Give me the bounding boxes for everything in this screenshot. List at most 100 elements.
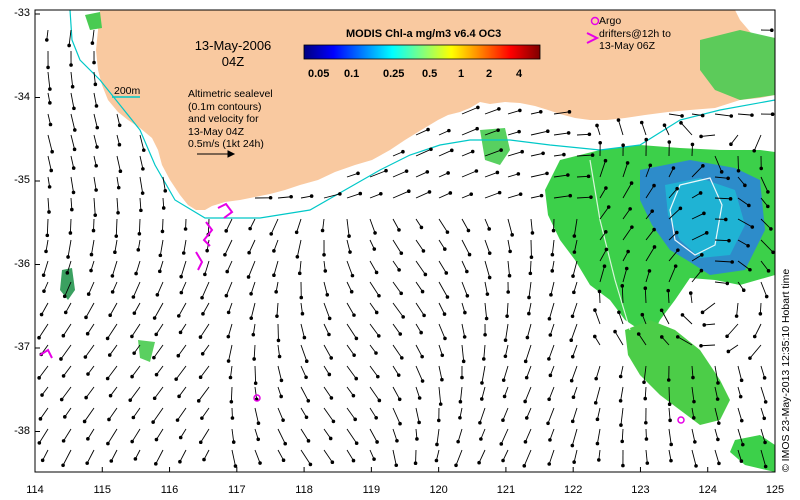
velocity-arrow xyxy=(392,218,400,231)
velocity-arrow xyxy=(346,344,355,356)
velocity-arrow xyxy=(644,386,647,399)
velocity-arrow xyxy=(438,260,447,274)
velocity-arrow-head xyxy=(595,123,599,128)
velocity-arrow xyxy=(760,428,766,443)
velocity-arrow xyxy=(643,365,647,383)
velocity-arrow xyxy=(526,365,532,378)
velocity-arrow xyxy=(198,386,210,402)
drifter-marker-1 xyxy=(253,394,261,402)
velocity-arrow-head xyxy=(90,41,95,45)
velocity-arrow-head xyxy=(158,269,162,274)
velocity-arrow-head xyxy=(61,463,65,468)
velocity-arrow xyxy=(201,281,210,298)
velocity-arrow xyxy=(645,270,650,283)
velocity-arrow xyxy=(737,218,753,228)
velocity-arrow xyxy=(728,344,739,352)
velocity-arrow-head xyxy=(460,375,464,380)
argo-legend-chevron xyxy=(586,32,600,44)
velocity-arrow xyxy=(415,191,430,199)
velocity-arrow-head xyxy=(619,423,623,427)
velocity-arrow xyxy=(392,239,402,254)
velocity-arrow xyxy=(225,281,233,296)
velocity-arrow-head xyxy=(571,395,576,400)
velocity-arrow xyxy=(714,155,723,173)
velocity-arrow-head xyxy=(154,437,159,442)
velocity-arrow-head xyxy=(37,335,41,340)
velocity-arrow-head xyxy=(624,266,629,271)
velocity-arrow-head xyxy=(372,247,377,251)
velocity-arrow-head xyxy=(568,193,573,198)
velocity-arrow xyxy=(737,113,752,116)
velocity-arrow-head xyxy=(374,351,378,355)
velocity-arrow xyxy=(369,407,377,419)
velocity-arrow-head xyxy=(467,252,472,257)
velocity-arrow xyxy=(415,281,423,292)
velocity-arrow xyxy=(67,239,72,258)
velocity-arrow-head xyxy=(323,269,328,273)
velocity-arrow-head xyxy=(429,147,433,152)
velocity-arrow-head xyxy=(376,374,380,379)
x-tick-label-9: 123 xyxy=(631,484,650,496)
velocity-arrow-head xyxy=(256,437,261,442)
date-line-1: 13-May-2006 xyxy=(194,38,272,53)
velocity-arrow-head xyxy=(420,354,424,359)
velocity-arrow xyxy=(110,449,118,462)
velocity-arrow-head xyxy=(223,252,227,257)
velocity-arrow-head xyxy=(636,332,641,336)
velocity-arrow xyxy=(680,122,693,136)
velocity-arrow xyxy=(618,119,624,136)
velocity-arrow-head xyxy=(67,43,71,48)
velocity-arrow xyxy=(691,270,702,283)
velocity-arrow-head xyxy=(769,227,773,231)
velocity-arrow-head xyxy=(425,170,430,174)
velocity-arrow-head xyxy=(48,101,52,105)
velocity-arrow xyxy=(483,344,486,359)
velocity-arrow-head xyxy=(198,375,203,380)
velocity-arrow xyxy=(526,323,532,338)
velocity-arrow-head xyxy=(139,208,143,213)
velocity-arrow-head xyxy=(86,372,90,376)
velocity-arrow-head xyxy=(671,166,676,170)
velocity-arrow-head xyxy=(626,249,630,254)
velocity-arrow xyxy=(133,302,141,314)
velocity-arrow-head xyxy=(613,329,617,334)
velocity-arrow xyxy=(162,176,166,191)
velocity-arrow xyxy=(369,323,380,337)
velocity-arrow-head xyxy=(769,28,774,32)
velocity-arrow xyxy=(760,386,767,403)
velocity-arrow xyxy=(618,312,624,325)
velocity-arrow-head xyxy=(621,463,625,468)
velocity-arrow xyxy=(68,29,72,46)
velocity-arrow-head xyxy=(691,416,696,420)
velocity-arrow-head xyxy=(675,230,679,235)
velocity-arrow xyxy=(461,281,468,296)
velocity-arrow xyxy=(108,407,118,420)
velocity-arrow-head xyxy=(85,461,89,465)
velocity-arrow-head xyxy=(93,213,98,217)
velocity-arrow xyxy=(178,302,187,317)
velocity-arrow-head xyxy=(680,114,684,118)
velocity-arrow-head xyxy=(62,294,67,299)
velocity-arrow-head xyxy=(39,312,44,317)
velocity-arrow-head xyxy=(379,191,383,196)
velocity-arrow-head xyxy=(68,231,73,235)
velocity-arrow xyxy=(507,239,511,252)
velocity-arrow-head xyxy=(548,438,552,442)
velocity-arrow xyxy=(667,290,670,304)
velocity-arrow-head xyxy=(436,418,441,423)
velocity-arrow xyxy=(548,449,555,465)
velocity-arrow-head xyxy=(590,153,595,157)
velocity-arrow-head xyxy=(417,420,421,425)
velocity-arrow-head xyxy=(200,295,204,300)
velocity-arrow xyxy=(346,365,357,379)
velocity-arrow-head xyxy=(86,437,90,441)
velocity-arrow xyxy=(530,152,544,157)
velocity-arrow xyxy=(46,218,49,236)
x-tick-label-10: 124 xyxy=(698,484,717,496)
velocity-arrow-head xyxy=(299,295,304,300)
velocity-arrow xyxy=(38,323,49,338)
velocity-arrow-head xyxy=(693,440,697,444)
velocity-arrow-head xyxy=(130,374,134,379)
velocity-arrow-head xyxy=(66,255,70,259)
